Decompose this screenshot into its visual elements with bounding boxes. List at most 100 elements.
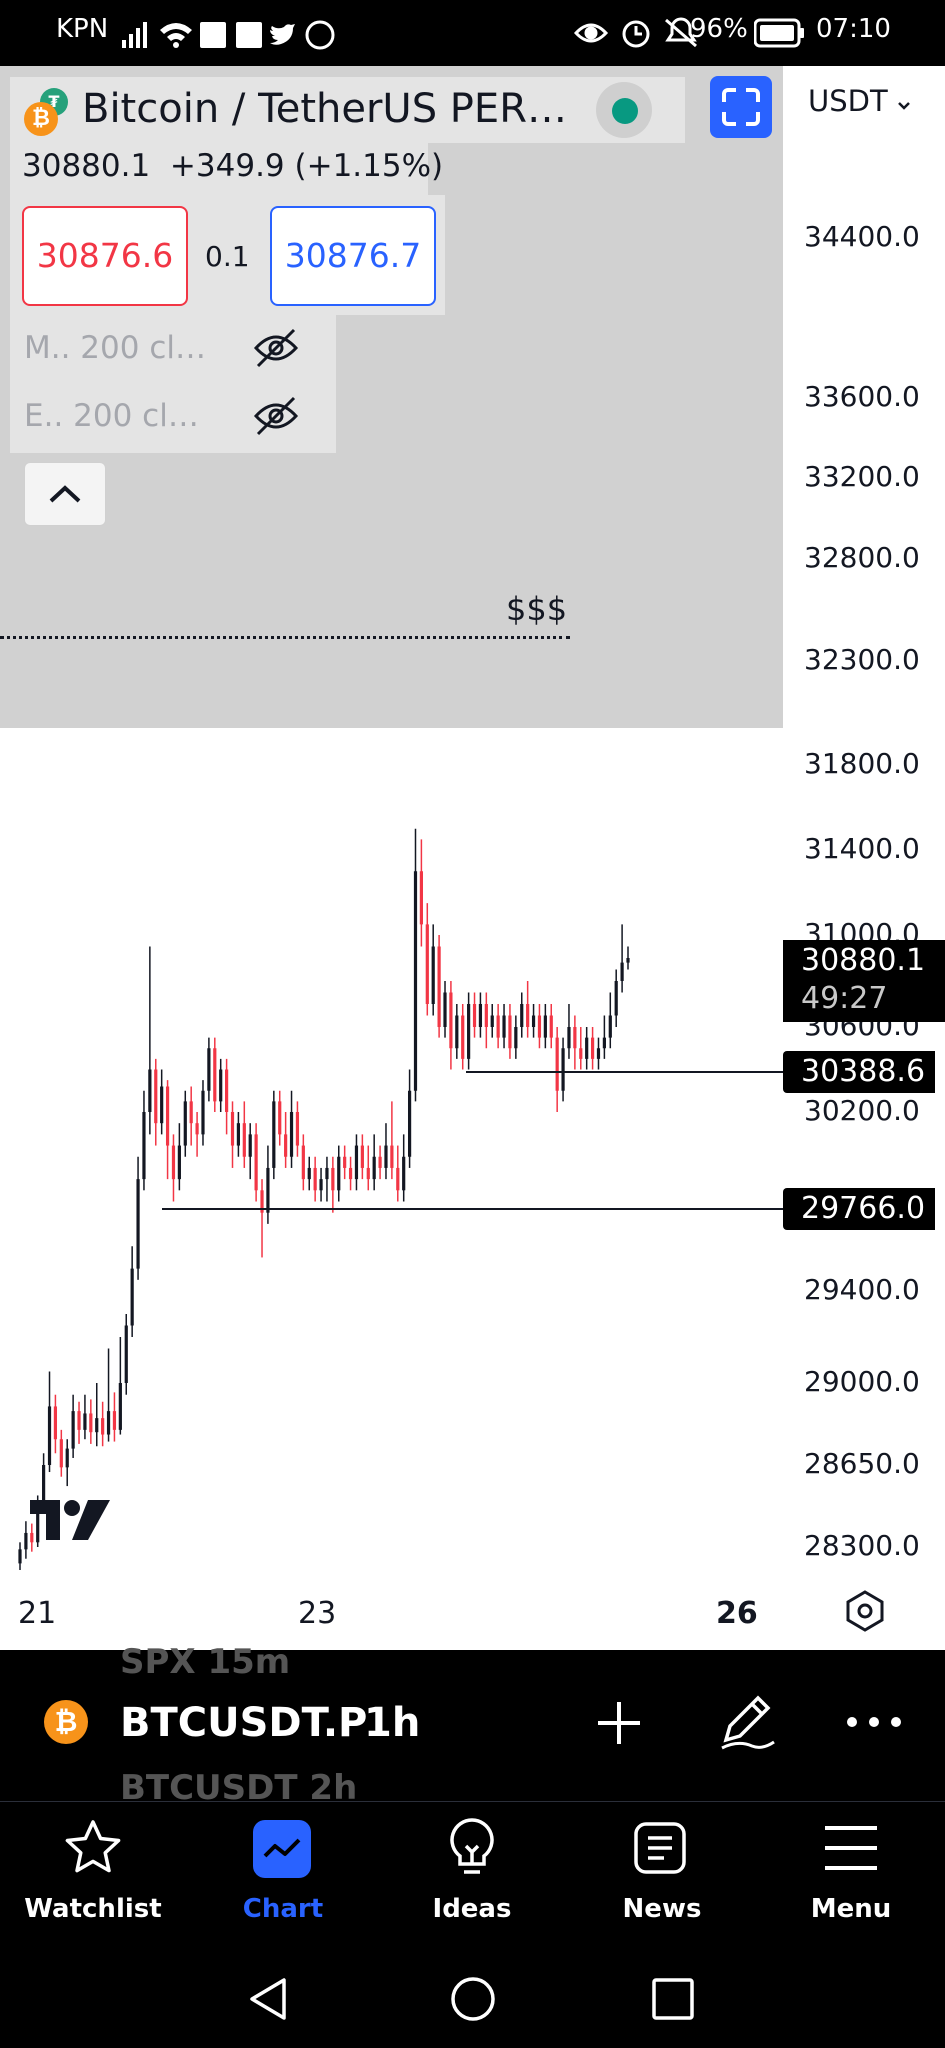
candle [171, 1134, 176, 1202]
candle [266, 1145, 270, 1224]
back-icon[interactable] [246, 1974, 292, 2024]
candle [124, 1314, 128, 1395]
nav-chart-label[interactable]: Chart [242, 1894, 324, 1924]
candle [213, 1037, 217, 1112]
add-icon[interactable] [594, 1698, 644, 1748]
dollar-annotation[interactable]: $$$ [506, 590, 568, 628]
candle [437, 935, 441, 1038]
nav-menu-label[interactable]: Menu [810, 1894, 892, 1924]
candle [130, 1246, 134, 1337]
status-icons-right [574, 17, 697, 48]
indicator-ma-label[interactable]: M.. 200 cl… [24, 330, 206, 366]
candle [549, 1004, 553, 1049]
ghost-symbol-above: SPX 15m [120, 1642, 291, 1682]
candle [236, 1112, 241, 1157]
recents-icon[interactable] [650, 1976, 696, 2022]
candle [195, 1112, 199, 1157]
y-tick-label: 28650.0 [804, 1447, 920, 1480]
current-price-value: 30880.1 [801, 943, 926, 978]
candle [567, 1004, 571, 1059]
candle [366, 1145, 370, 1191]
fullscreen-button[interactable] [710, 76, 772, 138]
symbol-title-row[interactable] [10, 77, 685, 143]
candle [343, 1145, 347, 1180]
interval-selector[interactable]: 1h [364, 1700, 421, 1746]
price-summary-row [10, 143, 428, 195]
pencil-drawing-icon[interactable] [718, 1692, 778, 1752]
candle [207, 1037, 211, 1102]
candle [443, 981, 447, 1038]
candle [337, 1145, 341, 1202]
candle [526, 981, 530, 1038]
candle [514, 1015, 518, 1059]
candle [620, 924, 624, 993]
candle [254, 1123, 258, 1202]
home-icon[interactable] [448, 1974, 498, 2024]
candle [472, 992, 477, 1038]
candle [419, 839, 423, 947]
lightbulb-icon [450, 1818, 494, 1874]
eye-slash-icon[interactable] [252, 328, 300, 368]
candle [555, 1027, 559, 1112]
indicator-ema-label[interactable]: E.. 200 cl… [24, 398, 199, 434]
candle [201, 1080, 205, 1146]
candle [177, 1123, 181, 1191]
bottom-navigation [0, 1802, 945, 1952]
nav-menu[interactable] [776, 1802, 926, 1952]
time-axis[interactable]: 21 23 26 [0, 1570, 945, 1650]
last-price: 30880.1 [22, 148, 151, 184]
candle [242, 1101, 246, 1168]
candle [71, 1394, 75, 1458]
horizontal-line-price-tag[interactable]: 30388.6 [783, 1050, 935, 1093]
candle [508, 1004, 512, 1059]
candle [537, 1004, 542, 1049]
candle [295, 1101, 300, 1157]
bitcoin-icon: ₿ [24, 102, 58, 136]
y-tick-label: 31400.0 [804, 832, 920, 865]
horizontal-line-drawing[interactable] [466, 1070, 783, 1073]
sell-button[interactable]: 30876.6 [22, 206, 188, 306]
dotted-line-drawing[interactable] [0, 636, 570, 639]
nav-news-label[interactable]: News [622, 1894, 702, 1924]
collapse-legend-button[interactable] [24, 462, 106, 526]
candle [65, 1439, 69, 1487]
nav-chart[interactable] [208, 1802, 358, 1952]
candle [384, 1123, 388, 1180]
candle [278, 1090, 282, 1146]
candle [106, 1348, 111, 1442]
nav-watchlist-label[interactable]: Watchlist [24, 1894, 162, 1924]
price-axis[interactable] [783, 66, 945, 1570]
chart-settings-icon[interactable] [840, 1586, 890, 1636]
eye-slash-icon[interactable] [252, 396, 300, 436]
nav-watchlist[interactable] [18, 1802, 168, 1952]
x-tick-23: 23 [298, 1596, 337, 1631]
horizontal-line-drawing[interactable] [162, 1208, 783, 1211]
candle [53, 1394, 58, 1454]
x-tick-21: 21 [18, 1596, 57, 1631]
candle [502, 1004, 506, 1049]
nav-ideas-label[interactable]: Ideas [432, 1894, 512, 1924]
symbol-title[interactable]: Bitcoin / TetherUS PER… [82, 86, 567, 132]
price-change: +349.9 (+1.15%) [169, 148, 444, 184]
currency-dropdown[interactable]: USDT [808, 84, 911, 118]
y-tick-label: 32300.0 [804, 643, 920, 676]
battery-percent: 96% [690, 14, 748, 44]
buy-button[interactable]: 30876.7 [270, 206, 436, 306]
candle [284, 1112, 288, 1168]
symbol-name[interactable]: BTCUSDT.P [120, 1700, 368, 1746]
y-tick-label: 31800.0 [804, 747, 920, 780]
y-tick-label: 32800.0 [804, 541, 920, 574]
market-open-dot [612, 98, 638, 124]
nav-ideas[interactable] [397, 1802, 547, 1952]
nav-news[interactable] [587, 1802, 737, 1952]
horizontal-line-price-tag[interactable]: 29766.0 [783, 1188, 935, 1231]
candle [561, 1037, 565, 1102]
candle [89, 1399, 93, 1444]
more-options-icon[interactable] [846, 1712, 902, 1732]
candle [160, 1069, 164, 1135]
candlestick-chart[interactable] [0, 66, 783, 1570]
candle [59, 1429, 63, 1477]
candle [118, 1337, 122, 1435]
y-tick-label: 33200.0 [804, 460, 920, 493]
candle [136, 1156, 140, 1280]
